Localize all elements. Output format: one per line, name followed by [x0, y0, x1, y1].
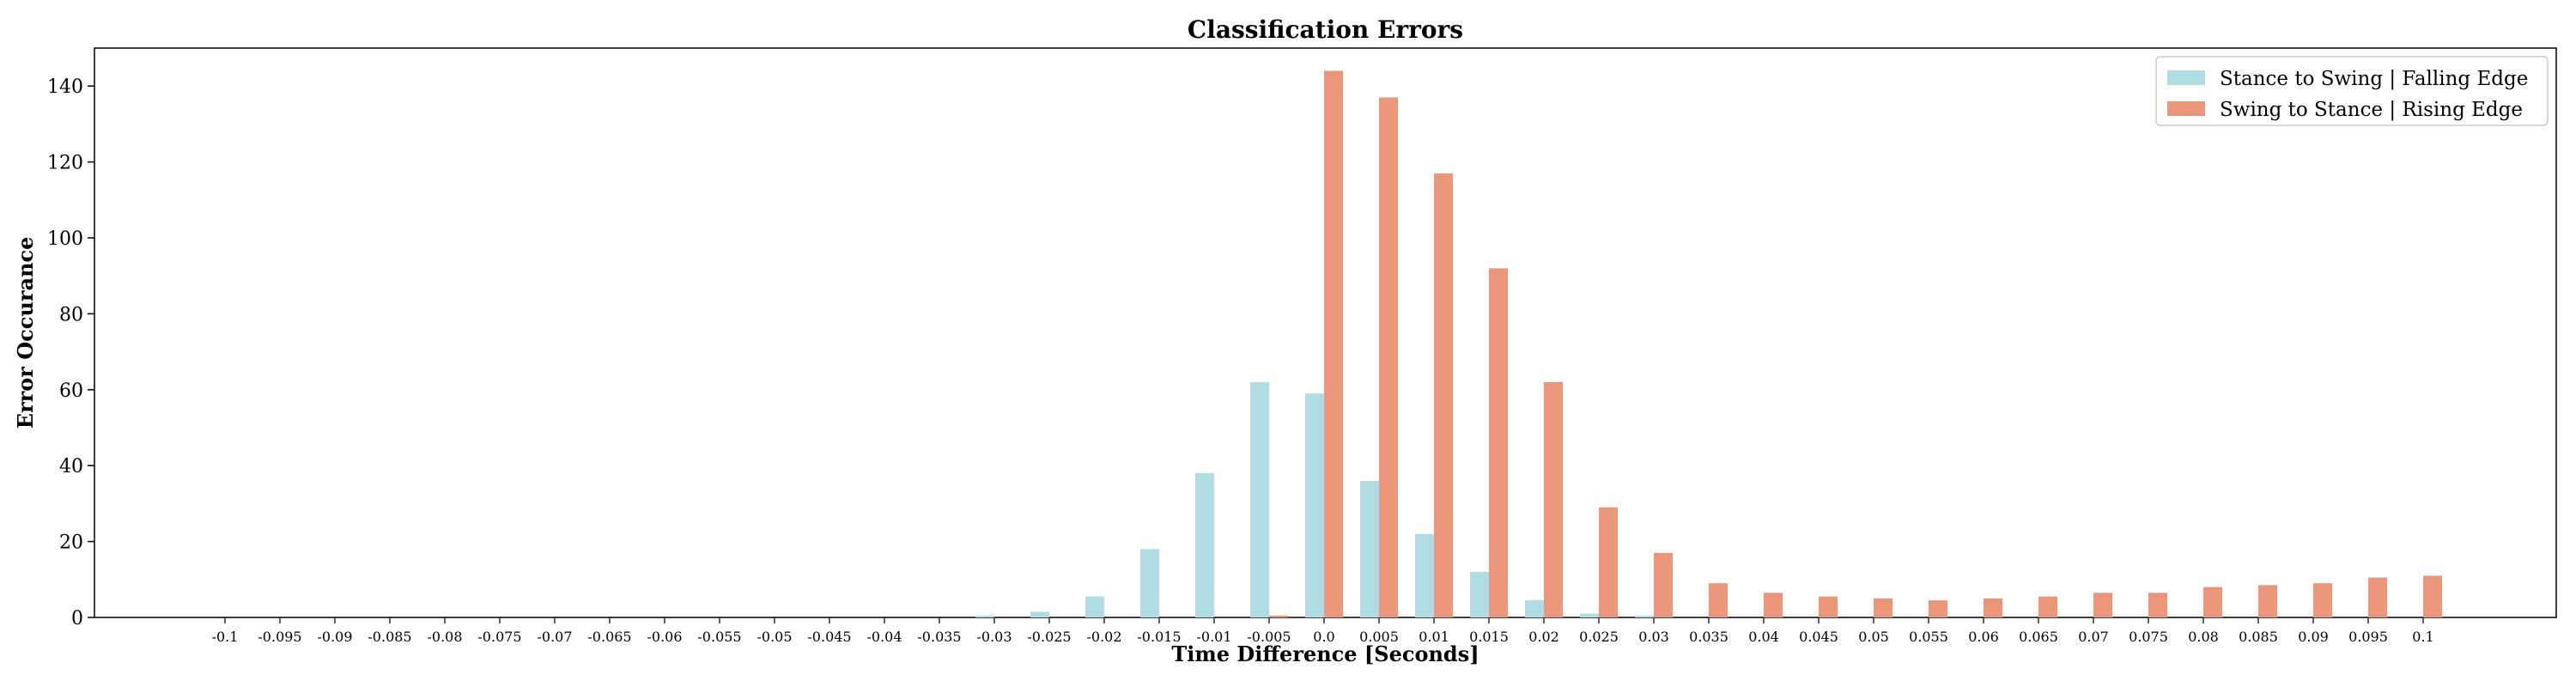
- bar-series-2: [2423, 575, 2442, 617]
- legend-box: [2155, 56, 2549, 126]
- x-tick-label: 0.09: [2298, 629, 2329, 645]
- x-tick-label: 0.1: [2412, 629, 2433, 645]
- bar-series-2: [2313, 583, 2332, 617]
- y-axis-label: Error Occurance: [13, 237, 38, 429]
- legend-swatch: [2167, 101, 2205, 116]
- bar-series-2: [2258, 585, 2277, 617]
- y-tick-label: 0: [71, 608, 83, 629]
- x-tick-label: 0.05: [1858, 629, 1889, 645]
- x-tick-label: 0.03: [1638, 629, 1669, 645]
- x-tick-label: -0.02: [1086, 629, 1121, 645]
- bar-series-2: [1654, 552, 1673, 617]
- x-tick-label: 0.015: [1469, 629, 1509, 645]
- x-tick-label: -0.045: [807, 629, 851, 645]
- y-axis: 0 20 40 60 80 100 120 140: [47, 76, 94, 629]
- y-tick-label: 80: [59, 304, 83, 325]
- bar-series-1: [1635, 615, 1654, 617]
- bar-series-1: [1360, 480, 1379, 617]
- bar-series-2: [1874, 598, 1893, 617]
- bar-series-2: [1379, 97, 1398, 617]
- bar-series-1: [1195, 473, 1214, 617]
- bar-series-1: [1580, 613, 1599, 617]
- x-tick-label: -0.015: [1137, 629, 1181, 645]
- bar-series-2: [2203, 587, 2222, 617]
- x-tick-label: -0.025: [1027, 629, 1071, 645]
- x-tick-label: 0.06: [1968, 629, 1999, 645]
- x-axis-label: Time Difference [Seconds]: [1171, 641, 1479, 666]
- bar-series-2: [2093, 593, 2112, 617]
- x-tick-label: 0.025: [1579, 629, 1619, 645]
- x-tick-label: 0.01: [1419, 629, 1449, 645]
- x-tick-label: -0.03: [976, 629, 1012, 645]
- chart-title: Classification Errors: [1188, 15, 1463, 44]
- x-tick-label: 0.005: [1359, 629, 1399, 645]
- bar-series-2: [1324, 70, 1343, 617]
- x-tick-label: -0.005: [1247, 629, 1291, 645]
- bar-series-1: [1085, 596, 1104, 617]
- bar-series-2: [1929, 600, 1947, 617]
- x-tick-label: -0.08: [427, 629, 462, 645]
- bar-series-1: [1030, 611, 1049, 617]
- bars: [975, 70, 2442, 617]
- y-tick-label: 120: [47, 153, 83, 174]
- bar-series-2: [1489, 268, 1508, 617]
- x-tick-label: 0.055: [1909, 629, 1948, 645]
- bar-series-1: [1305, 393, 1324, 617]
- bar-series-1: [1250, 382, 1269, 617]
- legend-label: Swing to Stance | Rising Edge: [2220, 99, 2523, 121]
- x-tick-label: 0.045: [1799, 629, 1838, 645]
- x-axis: -0.1 -0.095 -0.09 -0.085 -0.08 -0.075 -0.07 -0.…: [212, 617, 2434, 645]
- x-tick-label: -0.01: [1196, 629, 1231, 645]
- x-tick-label: -0.06: [647, 629, 682, 645]
- x-tick-label: -0.095: [258, 629, 301, 645]
- bar-series-2: [1819, 596, 1838, 617]
- x-tick-label: 0.075: [2129, 629, 2168, 645]
- x-tick-label: -0.035: [917, 629, 961, 645]
- y-tick-label: 60: [59, 380, 83, 402]
- x-tick-label: 0.0: [1313, 629, 1334, 645]
- x-tick-label: -0.055: [697, 629, 741, 645]
- bar-series-1: [1470, 572, 1489, 617]
- bar-series-1: [975, 615, 994, 617]
- bar-series-1: [1140, 549, 1159, 617]
- x-tick-label: -0.065: [587, 629, 631, 645]
- bar-series-2: [1709, 583, 1728, 617]
- bar-series-2: [1984, 598, 2002, 617]
- x-tick-label: 0.07: [2078, 629, 2109, 645]
- x-tick-label: -0.05: [756, 629, 792, 645]
- y-tick-label: 140: [47, 76, 83, 98]
- x-tick-label: 0.065: [2019, 629, 2058, 645]
- x-tick-label: -0.09: [317, 629, 352, 645]
- bar-series-2: [1764, 593, 1783, 617]
- x-tick-label: 0.08: [2188, 629, 2219, 645]
- legend-swatch: [2167, 70, 2205, 85]
- bar-series-2: [1599, 507, 1618, 617]
- bar-series-2: [1544, 382, 1563, 617]
- x-tick-label: -0.085: [368, 629, 411, 645]
- legend-label: Stance to Swing | Falling Edge: [2220, 68, 2528, 90]
- bar-series-1: [1525, 600, 1544, 617]
- y-tick-label: 20: [59, 532, 83, 554]
- bar-series-2: [2038, 596, 2057, 617]
- bar-series-2: [2148, 593, 2167, 617]
- bar-series-1: [1415, 533, 1434, 617]
- x-tick-label: -0.07: [537, 629, 572, 645]
- legend: Stance to Swing | Falling Edge Swing to S…: [2155, 56, 2549, 126]
- bar-series-2: [2368, 577, 2387, 617]
- x-tick-label: -0.04: [866, 629, 902, 645]
- x-tick-label: 0.085: [2239, 629, 2278, 645]
- y-tick-label: 40: [59, 456, 83, 477]
- x-tick-label: 0.02: [1528, 629, 1559, 645]
- x-tick-label: 0.095: [2348, 629, 2388, 645]
- bar-series-2: [1434, 173, 1453, 617]
- bar-series-2: [1269, 615, 1288, 617]
- x-tick-label: 0.035: [1689, 629, 1728, 645]
- y-tick-label: 100: [47, 228, 83, 250]
- x-tick-label: -0.1: [212, 629, 239, 645]
- x-tick-label: -0.075: [477, 629, 521, 645]
- x-tick-label: 0.04: [1748, 629, 1779, 645]
